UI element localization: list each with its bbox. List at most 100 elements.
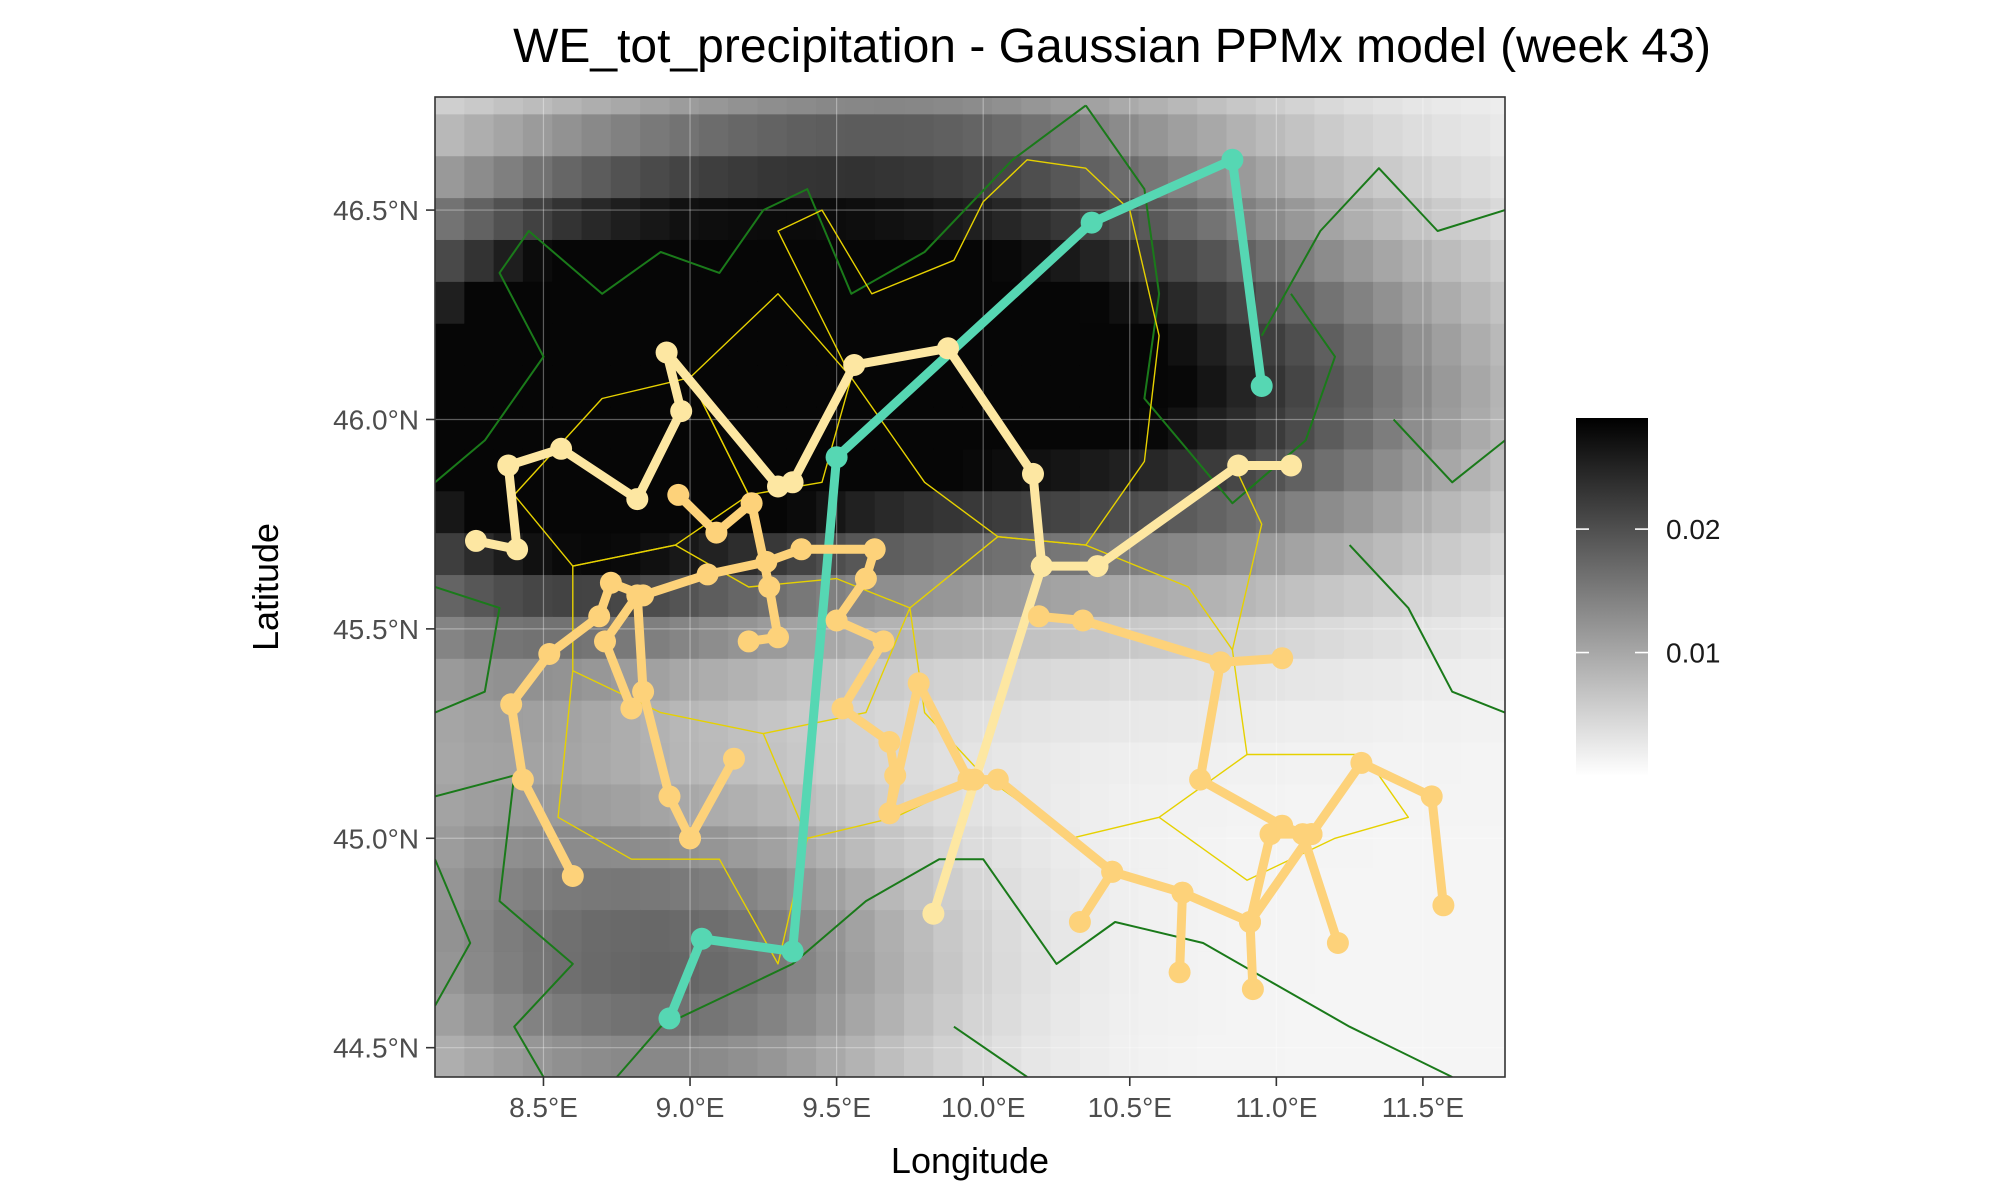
raster-cell <box>1021 406 1052 450</box>
raster-cell <box>610 909 641 952</box>
raster-cell <box>962 574 993 617</box>
raster-cell <box>1255 239 1286 282</box>
raster-cell <box>698 616 729 659</box>
raster-cell <box>1343 951 1374 994</box>
raster-cell <box>1461 700 1491 743</box>
raster-cell <box>493 909 524 952</box>
raster-cell <box>698 448 729 492</box>
raster-cell <box>1373 909 1403 952</box>
raster-cell <box>933 113 964 157</box>
raster-cell <box>552 1035 583 1077</box>
raster-cell <box>1490 741 1505 785</box>
raster-cell <box>464 1035 495 1077</box>
raster-cell <box>1431 490 1462 534</box>
raster-cell <box>610 783 641 827</box>
cluster-path <box>1175 888 1187 977</box>
raster-cell <box>904 97 934 115</box>
raster-cell <box>757 155 788 199</box>
raster-cell <box>1431 97 1462 115</box>
raster-cell <box>1490 574 1505 617</box>
raster-cell <box>1285 574 1316 617</box>
raster-cell <box>698 113 729 157</box>
station-point <box>1171 881 1194 904</box>
raster-cell <box>669 700 700 743</box>
raster-cell <box>757 281 788 324</box>
raster-cell <box>640 825 671 869</box>
raster-cell <box>757 97 788 115</box>
raster-cell <box>493 113 524 157</box>
raster-cell <box>1343 574 1374 617</box>
raster-cell <box>464 448 495 492</box>
raster-cell <box>991 574 1022 617</box>
raster-cell <box>1402 490 1433 534</box>
station-point <box>1189 768 1212 791</box>
raster-cell <box>581 365 612 408</box>
station-point <box>843 354 866 376</box>
raster-cell <box>435 616 465 659</box>
raster-cell <box>552 993 583 1036</box>
raster-cell <box>1109 658 1140 701</box>
station-point <box>1241 978 1264 1001</box>
raster-cell <box>1343 993 1374 1036</box>
raster-cell <box>640 113 671 157</box>
raster-cell <box>1255 490 1286 534</box>
raster-cell <box>1314 97 1345 115</box>
raster-cell <box>1490 155 1505 199</box>
station-point <box>1250 375 1273 397</box>
regional-border-line <box>1158 753 1410 881</box>
raster-cell <box>1109 1035 1140 1077</box>
raster-cell <box>728 1035 759 1077</box>
raster-cell <box>669 448 700 492</box>
raster-cell <box>581 155 612 199</box>
raster-cell <box>698 155 729 199</box>
raster-cell <box>1167 323 1198 366</box>
country-border-line <box>435 104 1087 484</box>
raster-cell <box>1490 783 1505 827</box>
raster-cell <box>1079 741 1110 785</box>
raster-cell <box>1373 616 1403 659</box>
raster-cell <box>669 867 700 911</box>
raster-cell <box>1343 97 1374 115</box>
station-point <box>588 605 611 628</box>
raster-cell <box>1197 951 1228 994</box>
raster-cell <box>991 239 1022 282</box>
raster-cell <box>991 323 1022 366</box>
raster-cell <box>610 406 641 450</box>
station-point <box>825 609 848 632</box>
raster-cell <box>1373 783 1403 827</box>
raster-cell <box>1490 909 1505 952</box>
station-point <box>878 731 901 753</box>
raster-cell <box>1109 783 1140 827</box>
raster-cell <box>1021 323 1052 366</box>
raster-cell <box>1461 490 1491 534</box>
raster-cell <box>728 323 759 366</box>
raster-cell <box>874 951 905 994</box>
raster-cell <box>904 281 934 324</box>
raster-cell <box>581 867 612 911</box>
raster-cell <box>1431 406 1462 450</box>
raster-cell <box>610 197 641 240</box>
raster-cell <box>1490 113 1505 157</box>
raster-cell <box>581 909 612 952</box>
raster-cell <box>1197 239 1228 282</box>
raster-cell <box>1431 197 1462 240</box>
raster-cell <box>581 323 612 366</box>
raster-cell <box>1021 825 1052 869</box>
raster-cell <box>435 155 465 199</box>
raster-cell <box>522 867 553 911</box>
raster-cell <box>1167 406 1198 450</box>
raster-cell <box>493 323 524 366</box>
raster-cell <box>698 197 729 240</box>
raster-cell <box>1343 365 1374 408</box>
raster-cell <box>1431 741 1462 785</box>
raster-cell <box>757 323 788 366</box>
raster-cell <box>933 490 964 534</box>
raster-cell <box>1167 197 1198 240</box>
country-borders <box>435 104 1505 1077</box>
station-point <box>1271 647 1294 670</box>
raster-cell <box>493 867 524 911</box>
raster-cell <box>1167 658 1198 701</box>
raster-cell <box>1050 993 1081 1036</box>
raster-cell <box>698 97 729 115</box>
raster-cell <box>1373 197 1403 240</box>
